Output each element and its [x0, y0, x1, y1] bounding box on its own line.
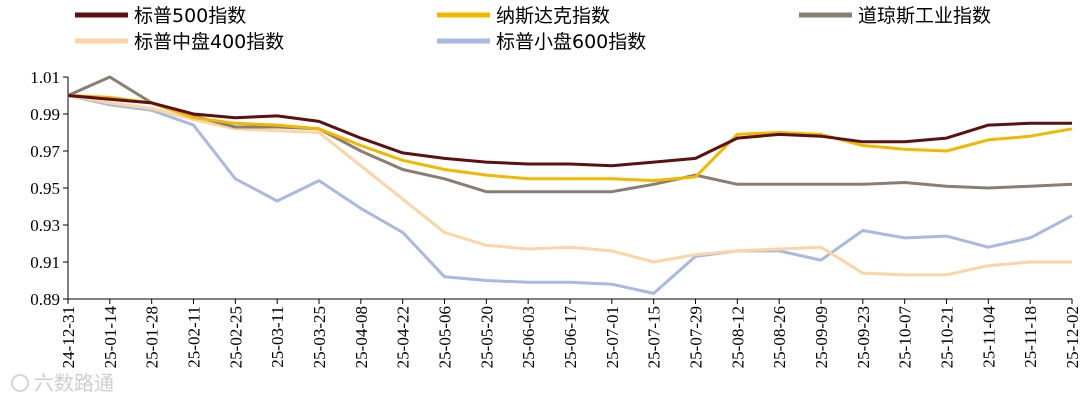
x-tick-label: 25-02-11 — [185, 306, 204, 368]
x-tick-label: 25-09-23 — [854, 306, 873, 368]
x-tick-label: 25-07-15 — [645, 306, 664, 368]
x-tick-label: 25-04-08 — [352, 306, 371, 368]
legend-label-nasdaq: 纳斯达克指数 — [496, 5, 610, 27]
x-tick-label: 25-02-25 — [226, 306, 245, 368]
y-tick-label: 0.89 — [30, 290, 60, 309]
x-ticks: 24-12-31 25-01-14 25-01-28 25-02-11 25-02-25… — [59, 299, 1080, 368]
y-tick-label: 0.91 — [30, 253, 60, 272]
x-tick-label: 24-12-31 — [59, 306, 78, 368]
x-tick-label: 25-10-21 — [938, 306, 957, 368]
x-tick-label: 25-03-25 — [310, 306, 329, 368]
legend-item-nasdaq: 纳斯达克指数 — [437, 5, 610, 27]
x-tick-label: 25-09-09 — [812, 306, 831, 368]
x-tick-label: 25-05-06 — [436, 306, 455, 368]
x-tick-label: 25-07-29 — [687, 306, 706, 368]
y-tick-label: 1.01 — [30, 68, 60, 87]
legend-label-dow: 道琼斯工业指数 — [858, 5, 991, 27]
series-line-sp500 — [67, 94, 1072, 168]
x-tick-label: 25-10-07 — [896, 306, 915, 369]
y-tick-label: 0.95 — [30, 179, 60, 198]
legend-label-sp400: 标普中盘400指数 — [134, 31, 284, 53]
x-tick-label: 25-05-20 — [477, 306, 496, 368]
legend-label-sp500: 标普500指数 — [134, 5, 246, 27]
series-lines — [67, 75, 1073, 295]
legend-item-sp500: 标普500指数 — [75, 5, 246, 27]
y-ticks: 0.89 0.91 0.93 0.95 0.97 0.99 1.01 — [30, 68, 68, 309]
x-tick-label: 25-12-02 — [1063, 306, 1080, 368]
y-tick-label: 0.93 — [30, 216, 60, 235]
x-tick-label: 25-06-17 — [561, 306, 580, 369]
y-tick-label: 0.97 — [30, 142, 60, 161]
x-tick-label: 25-07-01 — [603, 306, 622, 368]
x-tick-label: 25-06-03 — [519, 306, 538, 368]
legend-item-sp600: 标普小盘600指数 — [437, 31, 646, 53]
series-line-dow — [67, 75, 1073, 194]
y-tick-label: 0.99 — [30, 105, 60, 124]
series-line-nasdaq — [67, 94, 1073, 183]
series-line-sp400 — [67, 94, 1072, 277]
watermark: 六数路通 — [11, 371, 114, 395]
legend: 标普500指数 纳斯达克指数 道琼斯工业指数 标普中盘400指数 标普小盘600… — [75, 5, 991, 53]
x-tick-label: 25-11-18 — [1021, 306, 1040, 368]
watermark-logo-icon — [11, 374, 29, 392]
legend-item-dow: 道琼斯工业指数 — [799, 5, 991, 27]
x-tick-label: 25-08-26 — [770, 306, 789, 368]
x-tick-label: 25-01-14 — [101, 306, 120, 369]
x-tick-label: 25-11-04 — [979, 306, 998, 368]
watermark-text: 六数路通 — [34, 371, 114, 395]
x-tick-label: 25-08-12 — [728, 306, 747, 368]
legend-label-sp600: 标普小盘600指数 — [496, 31, 646, 53]
legend-item-sp400: 标普中盘400指数 — [75, 31, 284, 53]
series-line-sp600 — [67, 94, 1073, 295]
x-tick-label: 25-04-22 — [394, 306, 413, 368]
x-tick-label: 25-03-11 — [268, 306, 287, 368]
x-tick-label: 25-01-28 — [143, 306, 162, 368]
